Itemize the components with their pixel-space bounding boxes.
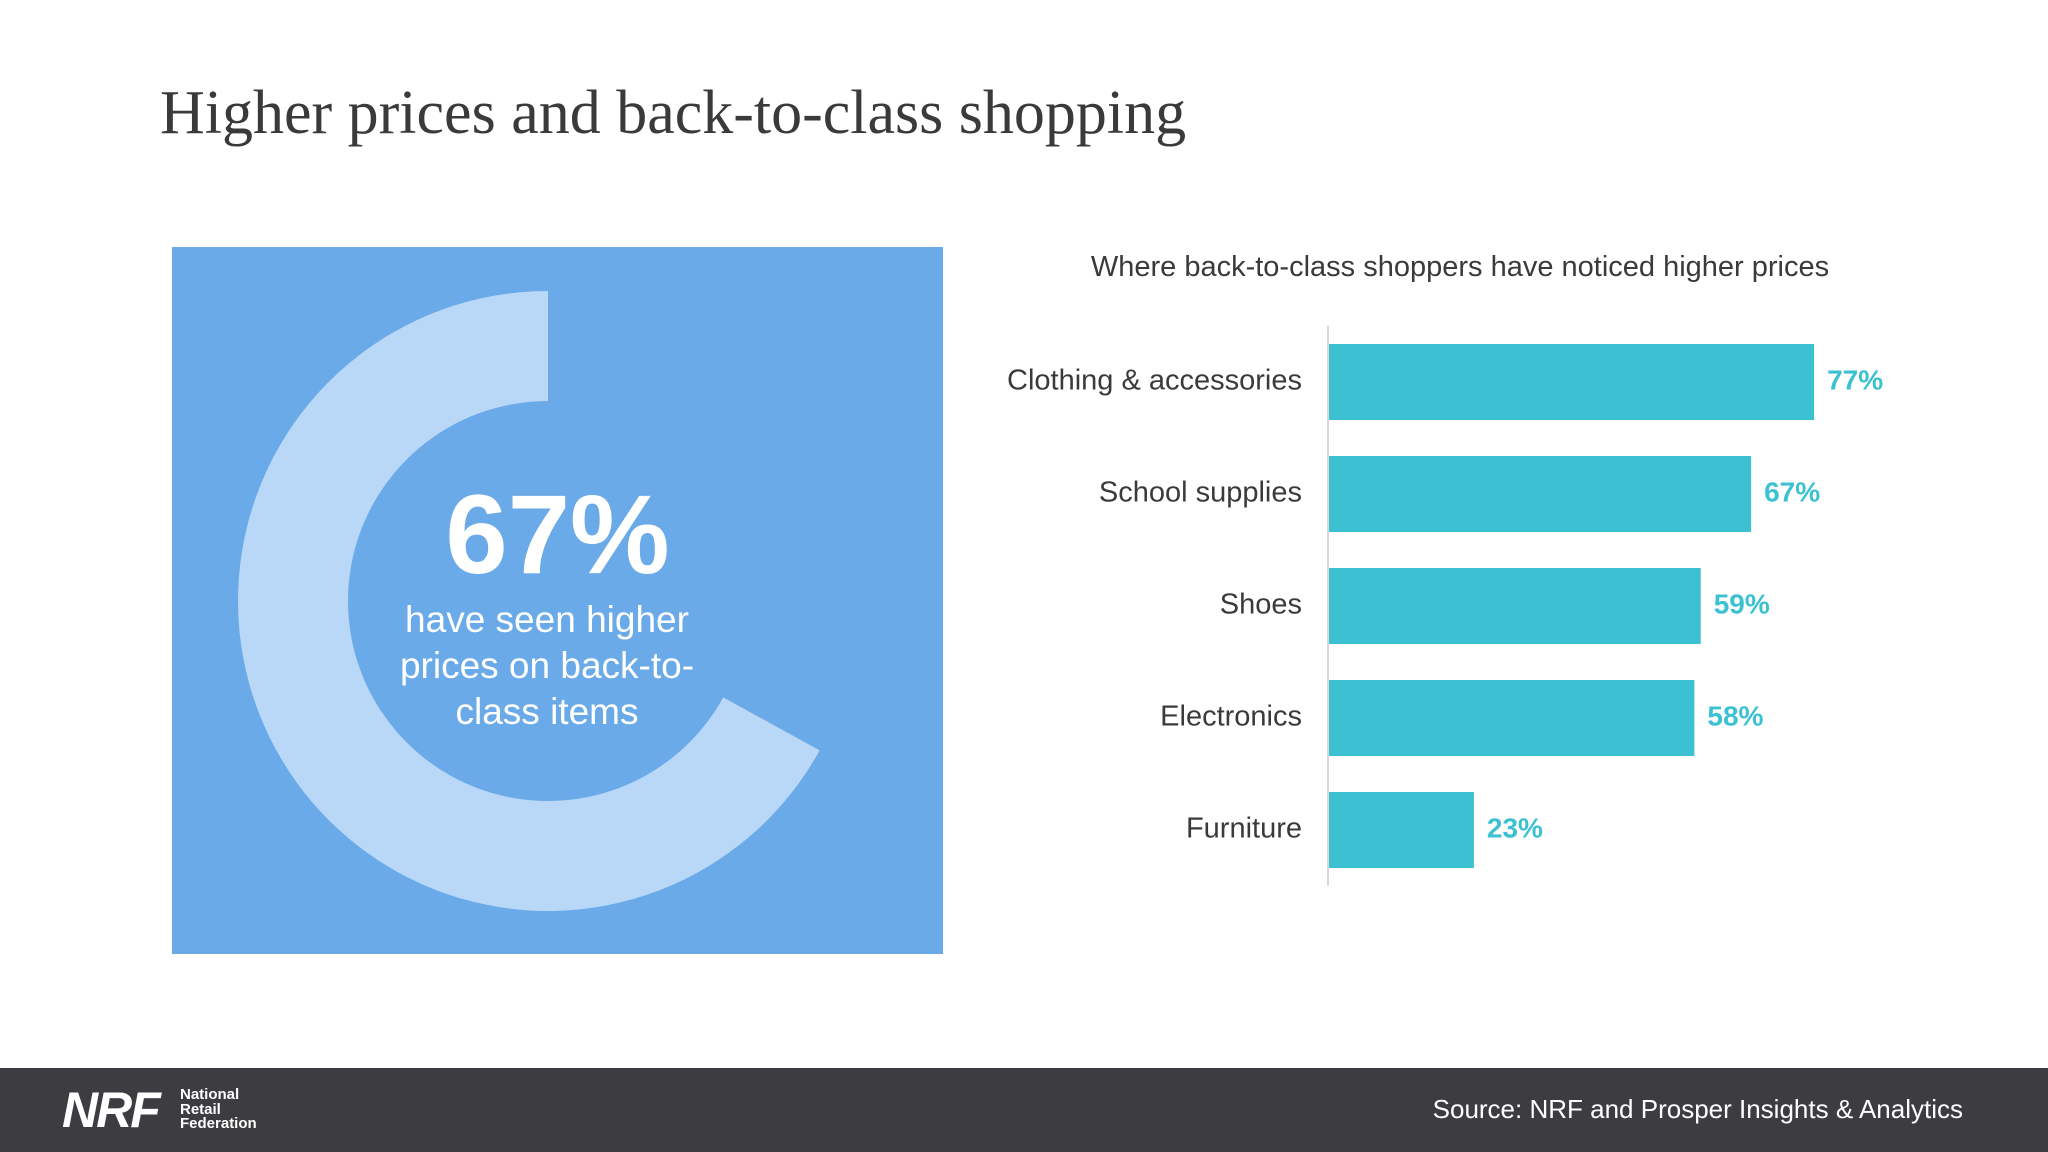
bar-chart-area: Where back-to-class shoppers have notice… [960, 250, 1960, 910]
caption-line: have seen higher [405, 599, 689, 640]
data-label: 59% [1714, 588, 1770, 619]
bar-chart: Clothing & accessories 77% School supplies… [1007, 326, 1883, 886]
footer: NRF National Retail Federation Source: N… [0, 1068, 2048, 1152]
data-label: 67% [1764, 476, 1820, 507]
donut-chart [238, 291, 820, 911]
bar [1329, 456, 1752, 532]
highlight-caption: have seen higher prices on back-to- clas… [362, 597, 732, 735]
category-label: Shoes [1220, 589, 1302, 621]
category-label: Clothing & accessories [1007, 365, 1302, 397]
logo-mark: NRF [62, 1082, 161, 1138]
bar [1329, 568, 1701, 644]
category-label: School supplies [1099, 477, 1302, 509]
caption-line: prices on back-to- [399, 645, 695, 686]
chart-title: Where back-to-class shoppers have notice… [1090, 251, 1830, 283]
data-label: 58% [1707, 700, 1763, 731]
bar [1329, 344, 1815, 420]
caption-line: class items [455, 691, 639, 732]
category-label: Electronics [1160, 701, 1302, 733]
logo-line: Federation [180, 1115, 257, 1132]
logo-text: National Retail Federation [180, 1086, 257, 1132]
donut-arc [238, 291, 820, 911]
highlight-value: 67% [445, 472, 670, 597]
bar [1329, 680, 1695, 756]
logo-line: Retail [180, 1100, 221, 1118]
category-label: Furniture [1186, 813, 1302, 845]
highlight-panel: 67% have seen higher prices on back-to- … [172, 247, 943, 954]
logo-line: National [180, 1086, 240, 1103]
data-label: 23% [1487, 812, 1543, 843]
page-title: Higher prices and back-to-class shopping [160, 79, 1187, 147]
source-note: Source: NRF and Prosper Insights & Analy… [1432, 1094, 1963, 1124]
data-label: 77% [1827, 364, 1883, 395]
bar [1329, 792, 1474, 868]
